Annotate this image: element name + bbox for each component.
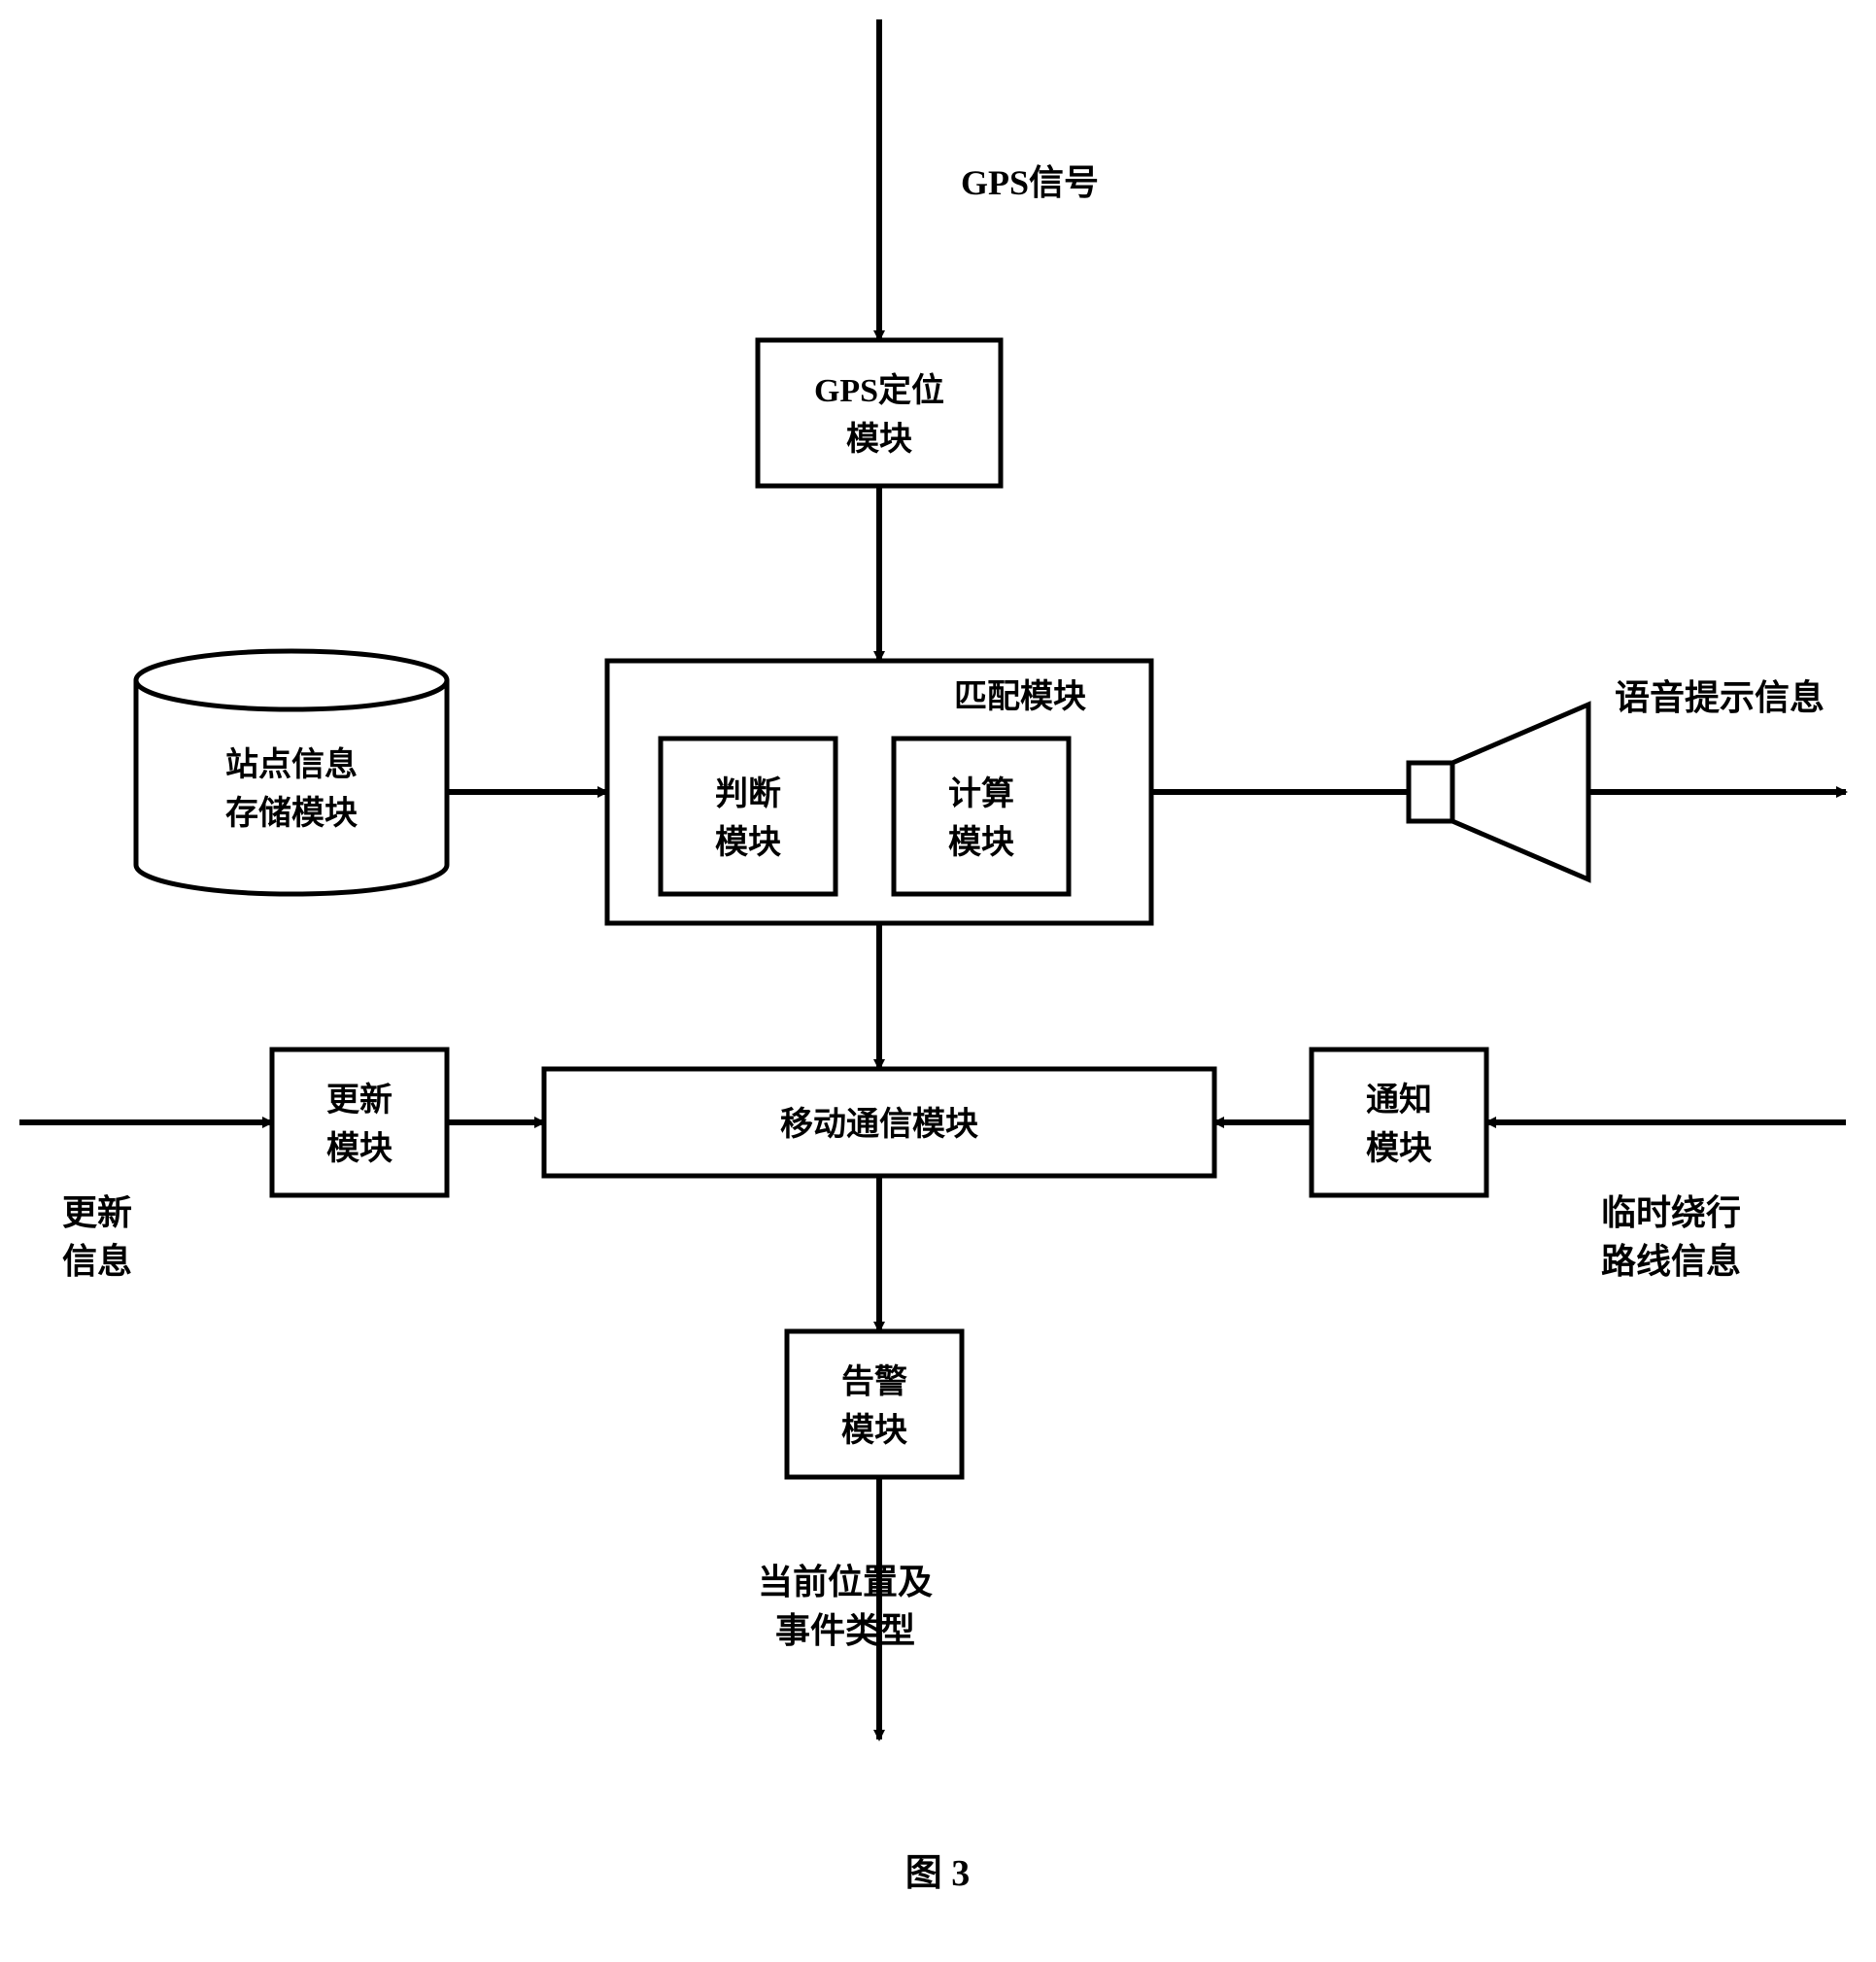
box-calc-module xyxy=(894,739,1069,894)
text-notify-l2: 模块 xyxy=(1366,1130,1432,1167)
label-voice-prompt: 语音提示信息 xyxy=(1615,678,1825,717)
label-update-info-l2: 信息 xyxy=(62,1242,132,1281)
label-update-info-l1: 更新 xyxy=(62,1193,132,1232)
box-notify-module xyxy=(1312,1050,1486,1195)
diagram-canvas: GPS信号 GPS定位 模块 站点信息 存储模块 匹配模块 判断 模块 计算 模… xyxy=(0,0,1876,1962)
text-update-l1: 更新 xyxy=(326,1082,392,1119)
text-calc-l2: 模块 xyxy=(948,824,1014,861)
label-detour-l1: 临时绕行 xyxy=(1601,1193,1741,1232)
text-gps-l2: 模块 xyxy=(846,421,912,458)
speaker-icon xyxy=(1409,705,1588,879)
label-pos-event-l1: 当前位置及 xyxy=(758,1563,933,1601)
text-alarm-l1: 告警 xyxy=(841,1363,907,1400)
label-detour-l2: 路线信息 xyxy=(1601,1242,1741,1281)
text-alarm-l2: 模块 xyxy=(841,1412,907,1449)
text-cyl-l2: 存储模块 xyxy=(225,795,358,832)
text-match-title: 匹配模块 xyxy=(954,678,1086,715)
text-calc-l1: 计算 xyxy=(948,775,1014,812)
box-judge-module xyxy=(661,739,836,894)
box-gps-module xyxy=(758,340,1001,486)
label-gps-signal: GPS信号 xyxy=(961,163,1099,202)
cylinder-station-storage: 站点信息 存储模块 xyxy=(136,651,447,894)
box-update-module xyxy=(272,1050,447,1195)
text-update-l2: 模块 xyxy=(326,1130,392,1167)
text-gps-l1: GPS定位 xyxy=(814,372,944,409)
label-pos-event-l2: 事件类型 xyxy=(775,1611,915,1650)
text-comm: 移动通信模块 xyxy=(780,1106,978,1143)
text-judge-l1: 判断 xyxy=(715,775,781,812)
text-judge-l2: 模块 xyxy=(715,824,781,861)
text-cyl-l1: 站点信息 xyxy=(225,745,358,783)
box-alarm-module xyxy=(787,1331,962,1477)
text-notify-l1: 通知 xyxy=(1366,1082,1432,1119)
figure-caption: 图 3 xyxy=(905,1853,971,1894)
